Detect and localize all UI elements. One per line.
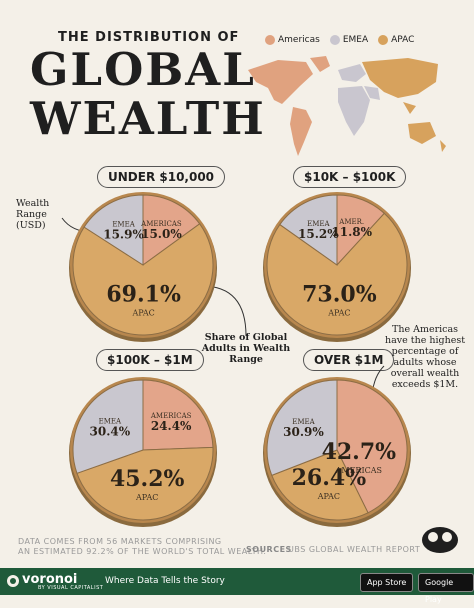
- pie-slice-label: APAC: [327, 308, 350, 317]
- legend-label: APAC: [391, 35, 415, 45]
- pie-slice-value: 45.2%: [110, 466, 185, 492]
- voronoi-logo-icon: [7, 575, 19, 587]
- footer-bar: voronoi BY VISUAL CAPITALIST Where Data …: [0, 568, 474, 604]
- infographic: THE DISTRIBUTION OF GLOBAL WEALTH Americ…: [0, 30, 474, 604]
- pie-slice-value: 15.9%: [103, 227, 144, 241]
- americas-note-annotation: The Americas have the highest percentage…: [384, 324, 466, 390]
- legend-label: Americas: [278, 35, 320, 45]
- pie-slice-americas: [142, 194, 201, 266]
- pie-slice-value: 26.4%: [292, 465, 367, 491]
- data-note-line-1: DATA COMES FROM 56 MARKETS COMPRISING: [18, 537, 222, 546]
- pie-slice-label: AMERICAS: [335, 466, 382, 475]
- range-label-under-10k: UNDER $10,000: [97, 166, 226, 188]
- pie-slice-value: 30.4%: [90, 425, 131, 439]
- app-store-button[interactable]: App Store: [360, 573, 414, 592]
- world-map-icon: [248, 56, 446, 156]
- pie-slice-apac: [266, 212, 408, 336]
- range-label-100k-1m: $100K – $1M: [96, 349, 204, 371]
- pie-slice-label: AMERICAS: [150, 412, 192, 420]
- range-label-over-1m: OVER $1M: [303, 349, 395, 371]
- pie-slice-emea: [83, 194, 144, 266]
- pie-slice-emea: [72, 379, 144, 474]
- pie-slice-value: 42.7%: [322, 439, 397, 465]
- legend-item-americas: Americas: [265, 35, 320, 45]
- pie-slice-label: APAC: [135, 493, 158, 502]
- pie-slice-label: AMER.: [338, 218, 364, 226]
- pie-slice-value: 73.0%: [302, 281, 377, 307]
- title-wealth: WEALTH: [30, 92, 266, 145]
- pie-slice-americas: [336, 379, 408, 514]
- legend-item-emea: EMEA: [329, 35, 369, 45]
- pie-slice-label: EMEA: [99, 418, 122, 426]
- data-note-line-2: AN ESTIMATED 92.2% OF THE WORLD'S TOTAL …: [18, 547, 267, 556]
- brand-name: voronoi: [22, 572, 78, 587]
- pie-slice-value: 30.9%: [283, 425, 324, 439]
- pie-slice-label: EMEA: [307, 220, 330, 228]
- sources-text: UBS GLOBAL WEALTH REPORT: [288, 545, 421, 554]
- pie-slice-value: 24.4%: [151, 419, 192, 433]
- pie-slice-value: 69.1%: [106, 281, 181, 307]
- wealth-range-annotation: Wealth Range (USD): [16, 198, 50, 231]
- pie-slice-label: APAC: [317, 492, 340, 501]
- title-global: GLOBAL: [30, 43, 256, 96]
- pie-slice-label: AMERICAS: [140, 220, 182, 228]
- pie-slice-apac: [76, 446, 214, 521]
- pie-slice-label: APAC: [131, 308, 154, 317]
- pie-slice-emea: [266, 379, 338, 477]
- google-play-button[interactable]: Google Play: [418, 573, 474, 604]
- share-annotation: Share of Global Adults in Wealth Range: [201, 332, 291, 365]
- pie-slice-value: 11.8%: [331, 225, 372, 239]
- pie-slice-label: EMEA: [292, 418, 315, 426]
- swatch-icon: [329, 35, 340, 45]
- range-label-10k-100k: $10K – $100K: [293, 166, 407, 188]
- sources-label: SOURCES: [246, 545, 292, 554]
- pie-slice-value: 15.0%: [141, 227, 182, 241]
- title-prefix: THE DISTRIBUTION OF: [58, 30, 240, 45]
- brand-subtitle: BY VISUAL CAPITALIST: [38, 585, 104, 591]
- pie-charts: AMERICAS15.0%APAC69.1%EMEA15.9%AMER.11.8…: [61, 192, 411, 527]
- swatch-icon: [378, 35, 389, 45]
- swatch-icon: [265, 35, 275, 45]
- tagline: Where Data Tells the Story: [105, 576, 225, 586]
- pie-slice-value: 15.2%: [298, 227, 339, 241]
- pie-slice-apac: [72, 223, 214, 336]
- pie-slice-apac: [271, 449, 369, 521]
- legend: Americas EMEA APAC: [265, 35, 414, 45]
- voronoi-mascot-icon: [422, 527, 458, 553]
- pie-slice-emea: [279, 194, 338, 266]
- pie-slice-label: EMEA: [112, 220, 135, 228]
- pie-slice-americas: [142, 379, 214, 451]
- legend-label: EMEA: [342, 35, 369, 45]
- legend-item-apac: APAC: [378, 35, 414, 45]
